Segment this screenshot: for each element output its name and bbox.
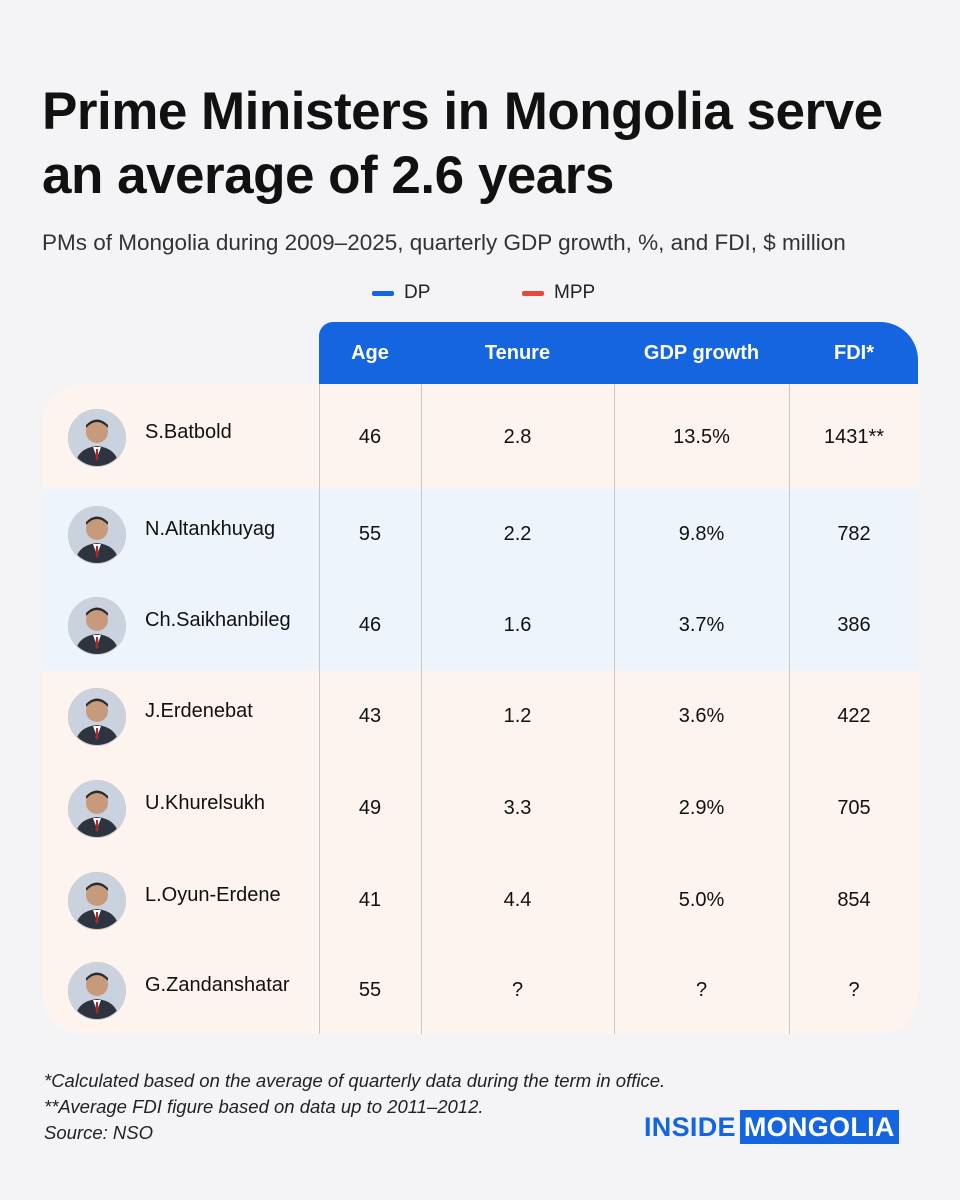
cell-tenure: 2.2 — [503, 522, 532, 545]
cell-gdp: 13.5% — [673, 425, 730, 448]
cell-gdp: 2.9% — [678, 797, 725, 819]
table-row: J.Erdenebat 43 1.2 3.6% 422 — [42, 671, 919, 763]
cell-gdp: 3.7% — [678, 613, 725, 636]
cell-age: 41 — [358, 889, 382, 911]
cell-fdi: 854 — [837, 889, 871, 911]
cell-tenure: 1.6 — [503, 613, 532, 636]
row-name: N.Altankhuyag — [145, 517, 276, 540]
cell-age: 46 — [358, 425, 382, 448]
legend-item-mpp: MPP — [522, 282, 595, 304]
column-header-tenure: Tenure — [484, 342, 551, 364]
table-header-bar — [319, 322, 918, 384]
person-portrait-icon — [68, 688, 126, 746]
row-name: L.Oyun-Erdene — [145, 884, 281, 906]
legend-label-dp: DP — [404, 282, 431, 303]
chart-title: Prime Ministers in Mongolia serve an ave… — [42, 82, 883, 205]
cell-fdi: 422 — [837, 705, 871, 727]
table-row: G.Zandanshatar 55??? — [42, 947, 919, 1034]
cell-fdi: 1431** — [823, 425, 885, 448]
column-divider — [319, 384, 320, 1034]
inside-mongolia-logo: INSIDE MONGOLIA — [644, 1110, 899, 1144]
chart-subtitle: PMs of Mongolia during 2009–2025, quarte… — [42, 230, 846, 255]
column-header-fdi: FDI* — [834, 342, 874, 364]
column-divider — [789, 384, 790, 1034]
table-row: L.Oyun-Erdene 41 4.4 5.0% 854 — [42, 855, 919, 947]
legend-swatch-dp — [372, 290, 394, 296]
cell-fdi: ? — [848, 978, 860, 1001]
cell-age: 55 — [358, 978, 382, 1001]
person-portrait-icon — [68, 961, 126, 1020]
legend-item-dp: DP — [372, 282, 430, 304]
cell-fdi: 782 — [837, 522, 871, 545]
person-portrait-icon — [68, 872, 126, 930]
legend-label-mpp: MPP — [554, 282, 596, 303]
data-table: S.Batbold 46 2.8 13.5% 1431** N.Altankhuyag 55… — [42, 384, 919, 1034]
column-divider — [614, 384, 615, 1034]
cell-age: 46 — [358, 613, 382, 636]
cell-tenure: 1.2 — [503, 705, 532, 727]
column-header-age: Age — [351, 342, 389, 364]
cell-gdp: 9.8% — [678, 522, 725, 545]
cell-age: 43 — [358, 705, 382, 727]
legend-swatch-mpp — [522, 290, 544, 296]
table-row: N.Altankhuyag 55 2.2 9.8% 782 — [42, 489, 919, 580]
footnote-calculation: *Calculated based on the average of quar… — [44, 1070, 666, 1091]
table-row: Ch.Saikhanbileg 46 1.6 3.7% 386 — [42, 580, 919, 671]
person-portrait-icon — [68, 505, 126, 564]
cell-tenure: 4.4 — [503, 889, 532, 911]
footnotes: *Calculated based on the average of quar… — [44, 1068, 665, 1146]
person-portrait-icon — [68, 596, 126, 655]
logo-mongolia-text: MONGOLIA — [739, 1110, 899, 1144]
row-name: J.Erdenebat — [145, 700, 253, 722]
cell-tenure: 3.3 — [503, 797, 532, 819]
logo-inside-text: INSIDE — [644, 1112, 736, 1142]
table-row: U.Khurelsukh 49 3.3 2.9% 705 — [42, 763, 919, 855]
row-name: Ch.Saikhanbileg — [145, 608, 291, 631]
cell-fdi: 386 — [837, 613, 871, 636]
column-divider — [421, 384, 422, 1034]
person-portrait-icon — [68, 408, 126, 467]
column-header-gdp-growth: GDP growth — [643, 342, 760, 364]
row-name: U.Khurelsukh — [145, 792, 266, 814]
person-portrait-icon — [68, 780, 126, 838]
cell-gdp: 5.0% — [678, 889, 725, 911]
table-row: S.Batbold 46 2.8 13.5% 1431** — [42, 384, 919, 489]
footnote-source: Source: NSO — [44, 1122, 153, 1143]
cell-age: 55 — [358, 522, 382, 545]
row-name: G.Zandanshatar — [145, 973, 290, 996]
row-name: S.Batbold — [145, 420, 232, 443]
cell-fdi: 705 — [837, 797, 871, 819]
footnote-fdi: **Average FDI figure based on data up to… — [44, 1096, 484, 1117]
cell-gdp: 3.6% — [678, 705, 725, 727]
cell-tenure: 2.8 — [503, 425, 532, 448]
cell-age: 49 — [358, 797, 382, 819]
cell-tenure: ? — [511, 978, 524, 1001]
cell-gdp: ? — [695, 978, 708, 1001]
